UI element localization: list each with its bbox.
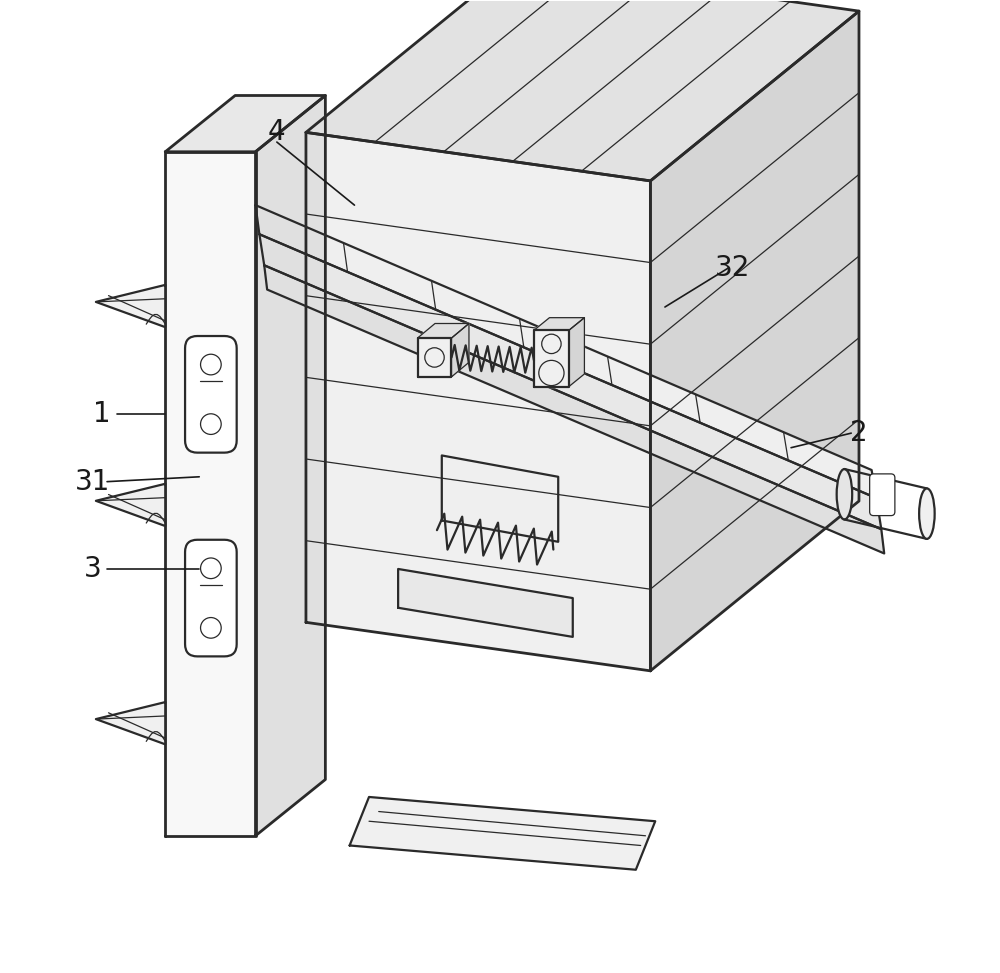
- Polygon shape: [451, 323, 469, 377]
- Text: 31: 31: [75, 468, 110, 495]
- Ellipse shape: [837, 469, 852, 520]
- Polygon shape: [534, 317, 584, 330]
- Polygon shape: [165, 95, 325, 152]
- FancyBboxPatch shape: [870, 474, 895, 516]
- Text: 3: 3: [84, 555, 101, 583]
- Polygon shape: [569, 317, 584, 386]
- Polygon shape: [418, 338, 451, 377]
- Ellipse shape: [919, 488, 935, 539]
- Polygon shape: [96, 285, 165, 327]
- Text: 2: 2: [850, 419, 868, 448]
- Polygon shape: [256, 205, 876, 498]
- Polygon shape: [264, 266, 884, 554]
- Polygon shape: [534, 330, 569, 386]
- Polygon shape: [165, 152, 256, 836]
- Polygon shape: [96, 484, 165, 526]
- Polygon shape: [259, 234, 881, 529]
- Text: 4: 4: [268, 119, 286, 146]
- Polygon shape: [350, 797, 655, 870]
- Polygon shape: [256, 95, 325, 836]
- Polygon shape: [96, 703, 165, 744]
- Polygon shape: [398, 569, 573, 637]
- Polygon shape: [442, 455, 558, 542]
- Text: 1: 1: [93, 400, 111, 428]
- Polygon shape: [418, 323, 469, 338]
- FancyBboxPatch shape: [185, 336, 237, 452]
- FancyBboxPatch shape: [185, 540, 237, 657]
- Text: 32: 32: [715, 254, 751, 282]
- Polygon shape: [306, 132, 650, 670]
- Polygon shape: [650, 11, 859, 670]
- Polygon shape: [306, 0, 859, 181]
